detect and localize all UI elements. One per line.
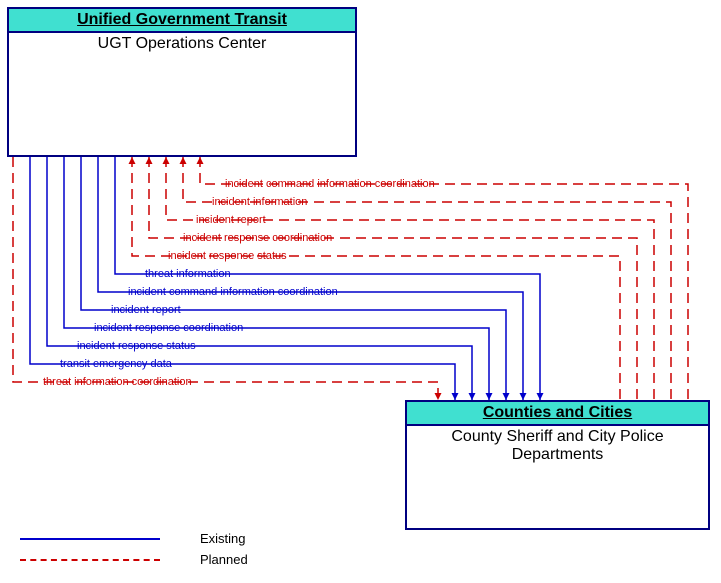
legend-line-existing [20, 538, 160, 540]
flow-label-3: incident response coordination [183, 232, 332, 244]
entity-body-county: County Sheriff and City Police Departmen… [407, 426, 708, 466]
flow-label-0: incident command information coordinatio… [225, 178, 435, 190]
flow-label-2: incident report [196, 214, 266, 226]
entity-header-county: Counties and Cities [407, 402, 708, 426]
entity-county: Counties and CitiesCounty Sheriff and Ci… [405, 400, 710, 530]
flow-label-7: incident report [111, 304, 181, 316]
flow-label-4: incident response status [168, 250, 287, 262]
legend-label-planned: Planned [200, 552, 248, 567]
legend-row-existing: Existing [20, 531, 248, 546]
legend: Existing Planned [20, 531, 248, 573]
flow-label-8: incident response coordination [94, 322, 243, 334]
legend-line-planned [20, 559, 160, 561]
flow-label-5: threat information [145, 268, 231, 280]
flow-label-11: threat information coordination [43, 376, 192, 388]
legend-row-planned: Planned [20, 552, 248, 567]
entity-body-ugt: UGT Operations Center [9, 33, 355, 55]
entity-ugt: Unified Government TransitUGT Operations… [7, 7, 357, 157]
flow-label-1: incident information [212, 196, 307, 208]
flow-label-10: transit emergency data [60, 358, 172, 370]
legend-label-existing: Existing [200, 531, 246, 546]
entity-header-ugt: Unified Government Transit [9, 9, 355, 33]
flow-label-6: incident command information coordinatio… [128, 286, 338, 298]
flow-label-9: incident response status [77, 340, 196, 352]
